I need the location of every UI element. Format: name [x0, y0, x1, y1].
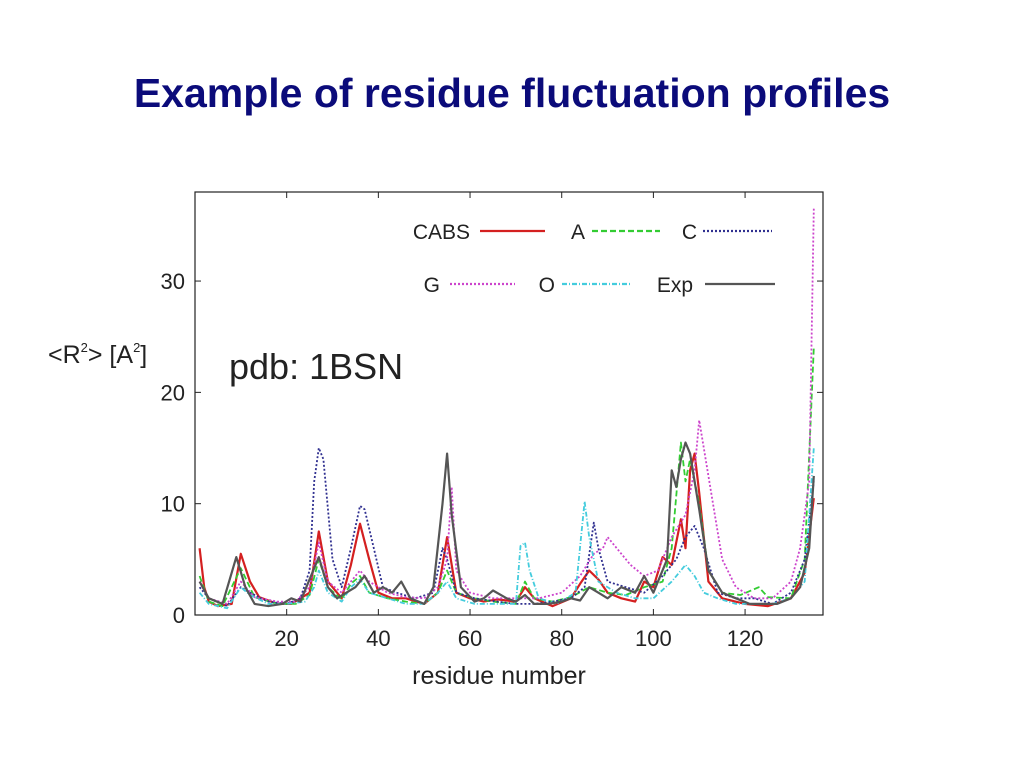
legend-label-o: O — [539, 274, 555, 297]
legend-label-exp: Exp — [657, 274, 693, 297]
x-tick-label: 20 — [274, 626, 298, 651]
x-axis-label: residue number — [412, 662, 586, 690]
slide-title: Example of residue fluctuation profiles — [133, 70, 891, 116]
y-axis-label: <R2> [A2] — [48, 340, 147, 369]
series-line-c — [198, 447, 815, 607]
pdb-annotation: pdb: 1BSN — [229, 346, 403, 387]
x-tick-label: 60 — [458, 626, 482, 651]
x-tick-label: 80 — [549, 626, 573, 651]
x-tick-label: 120 — [727, 626, 764, 651]
series-line-g — [198, 208, 815, 605]
x-tick-label: 40 — [366, 626, 390, 651]
y-tick-label: 30 — [161, 269, 185, 294]
legend-label-cabs: CABS — [413, 221, 470, 244]
legend-label-c: C — [682, 221, 697, 244]
series-line-exp — [198, 441, 815, 608]
series-line-o — [198, 447, 815, 610]
legend-label-g: G — [424, 274, 440, 297]
y-tick-label: 10 — [161, 492, 185, 517]
legend-label-a: A — [571, 221, 585, 244]
x-tick-label: 100 — [635, 626, 672, 651]
plot-frame — [194, 191, 824, 616]
y-tick-label: 0 — [173, 603, 185, 628]
series-line-a — [198, 347, 815, 607]
y-tick-label: 20 — [161, 380, 185, 405]
